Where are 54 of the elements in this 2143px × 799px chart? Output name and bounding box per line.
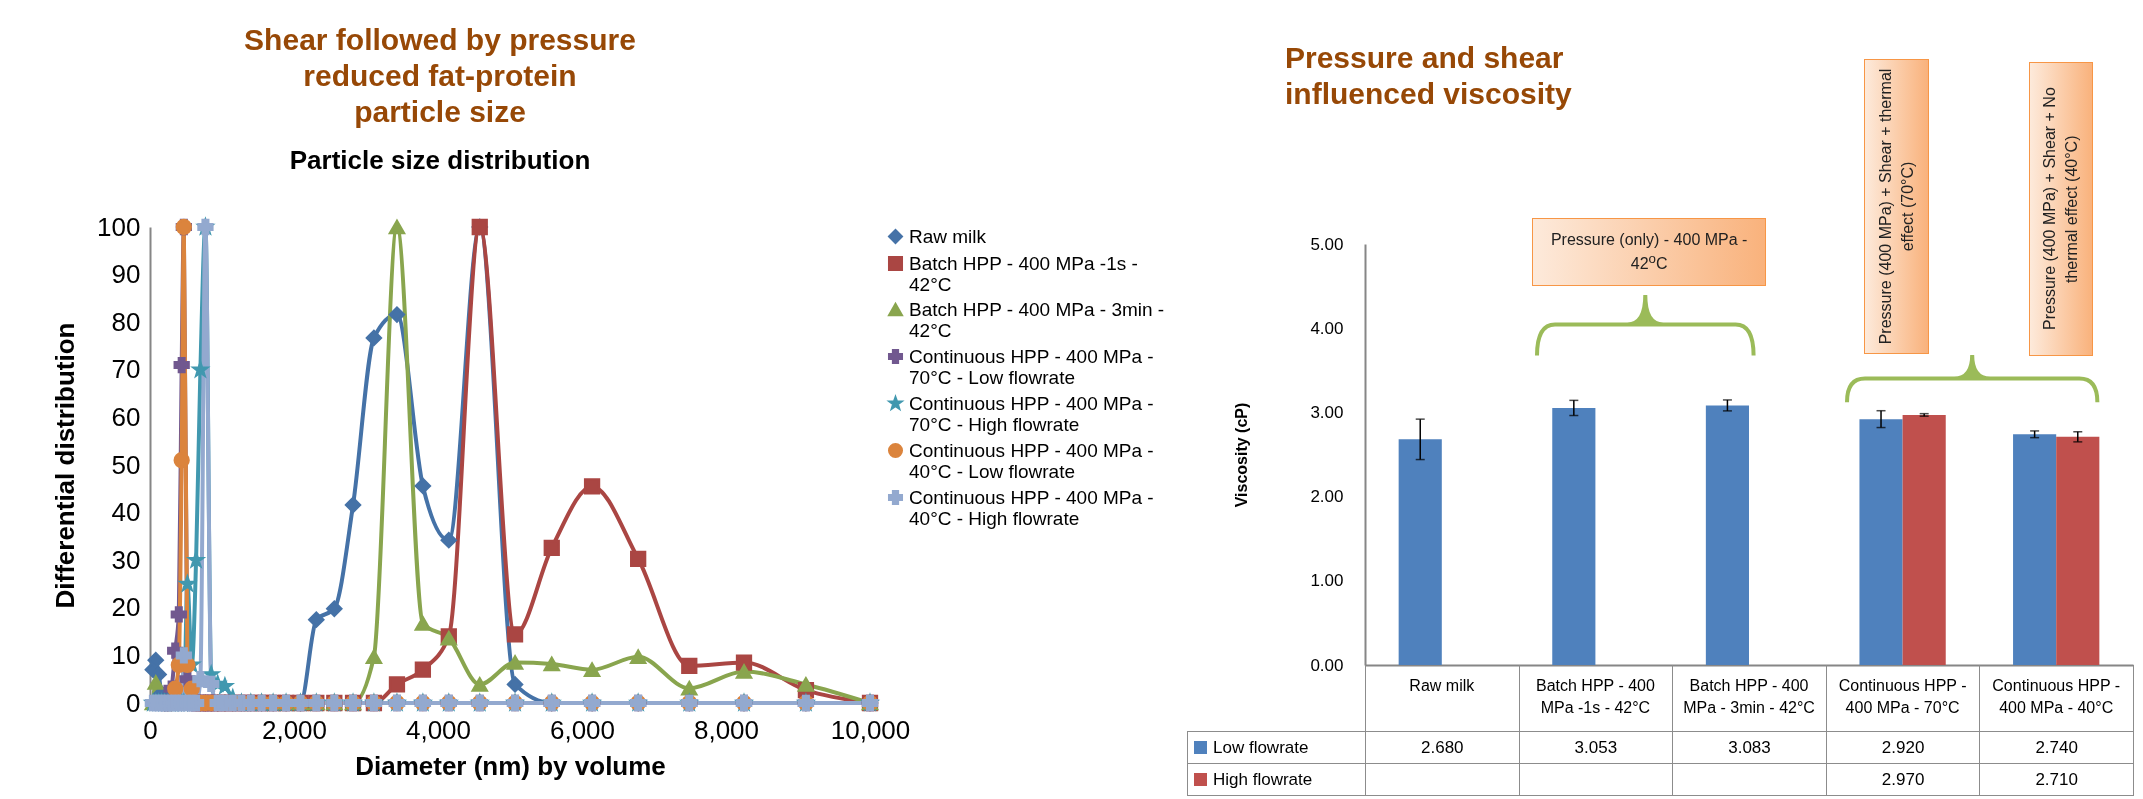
x-tick-label: 10,000 (830, 714, 911, 745)
callout-box: Pressure (400 MPa) + Shear + thermal effect (70°C) (1864, 59, 1929, 355)
legend-label: Continuous HPP - 400 MPa - 70°C - High flowrate (909, 392, 1154, 435)
legend-label: Batch HPP - 400 MPa - 3min - 42°C (909, 298, 1165, 341)
legend-label: Low flowrate (1213, 737, 1309, 758)
legend-label: Continuous HPP - 400 MPa - 70°C - Low flowrate (909, 345, 1154, 388)
data-label: 3.083 (1728, 737, 1771, 758)
annotation: Pressure (only) - 400 MPa - 42$^{o}$C (1549, 229, 1749, 275)
x-tick-label: Batch HPP - 400 MPa - 3min - 42°C (1683, 676, 1815, 716)
annotation: Pressure (400 MPa) + Shear + No thermal effect (40°C) (2040, 86, 2081, 333)
chart-title: Shear followed by pressure reduced fat-protein particle size (244, 23, 636, 128)
x-tick-label: Continuous HPP - 400 MPa - 70°C (1838, 676, 1967, 716)
legend-label: Batch HPP - 400 MPa -1s - 42°C (909, 252, 1138, 295)
x-tick-label: 6,000 (549, 714, 616, 745)
x-tick-label: Batch HPP - 400 MPa -1s - 42°C (1535, 676, 1655, 716)
y-tick-label: 90 (111, 259, 141, 290)
annotation: Pressure (400 MPa) + Shear + thermal effect (70°C) (1875, 67, 1917, 347)
y-tick-label: 2.00 (1310, 487, 1344, 507)
x-tick-label: Raw milk (1409, 676, 1476, 694)
callout-box: Pressure (400 MPa) + Shear + No thermal effect (40°C) (2028, 62, 2094, 356)
data-label: 2.920 (1881, 737, 1925, 758)
data-label: 2.740 (2035, 737, 2078, 758)
y-tick-label: 20 (111, 592, 141, 623)
x-tick-label: 2,000 (261, 714, 328, 745)
chart-subtitle: Particle size distribution (289, 145, 591, 175)
y-tick-label: 70 (111, 354, 141, 385)
y-tick-label: 5.00 (1310, 234, 1344, 254)
y-tick-label: 0.00 (1310, 655, 1344, 675)
y-tick-label: 3.00 (1310, 402, 1344, 422)
y-axis-title: Differential distribution (50, 322, 81, 609)
y-tick-label: 4.00 (1310, 318, 1344, 338)
y-tick-label: 30 (111, 544, 141, 575)
data-label: 2.680 (1421, 737, 1464, 758)
legend-label: High flowrate (1213, 769, 1313, 790)
y-tick-label: 80 (111, 306, 141, 337)
legend-label: Continuous HPP - 400 MPa - 40°C - Low flowrate (909, 439, 1154, 482)
x-tick-label: 4,000 (405, 714, 472, 745)
x-axis-title: Diameter (nm) by volume (355, 750, 666, 781)
data-label: 3.053 (1574, 737, 1618, 758)
callout-box: Pressure (only) - 400 MPa - 42$^{o}$C (1532, 218, 1766, 287)
y-axis-title: Viscosity (cP) (1233, 402, 1251, 508)
y-tick-label: 100 (97, 211, 141, 242)
legend-label: Continuous HPP - 400 MPa - 40°C - High flowrate (909, 486, 1154, 529)
y-tick-label: 10 (111, 639, 141, 670)
legend-label: Raw milk (909, 225, 987, 247)
data-label: 2.710 (2035, 769, 2078, 790)
x-tick-label: 8,000 (693, 714, 760, 745)
y-tick-label: 1.00 (1310, 571, 1344, 591)
x-tick-label: Continuous HPP - 400 MPa - 40°C (1992, 676, 2121, 716)
y-tick-label: 50 (111, 449, 141, 480)
y-tick-label: 60 (111, 401, 141, 432)
data-label: 2.970 (1881, 769, 1925, 790)
y-tick-label: 40 (111, 497, 141, 528)
chart-title: Pressure and shear influenced viscosity (1285, 41, 1573, 110)
